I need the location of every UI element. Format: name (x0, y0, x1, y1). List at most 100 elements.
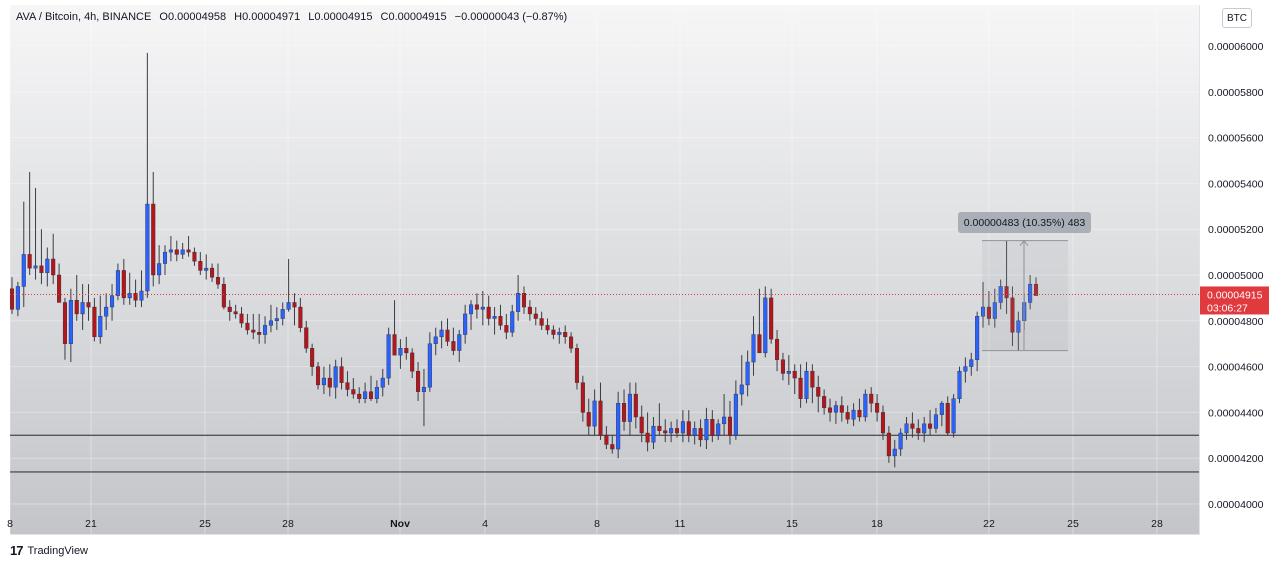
candle (233, 304, 238, 319)
candle-body (445, 329, 450, 342)
candle-body (345, 382, 350, 390)
time-tick-label: 8 (7, 518, 13, 530)
candle (1016, 311, 1021, 351)
candle (368, 375, 374, 401)
candle-body (9, 288, 15, 310)
price-axis[interactable]: 0.00004000 0.00004200 0.00004400 0.00004600… (1200, 0, 1280, 534)
currency-button[interactable]: BTC (1222, 8, 1252, 28)
candle-body (563, 332, 568, 338)
candle (951, 394, 956, 438)
candle-body (521, 293, 527, 308)
candle-body (698, 428, 703, 441)
candle (392, 300, 397, 356)
candle (892, 439, 897, 468)
candle-body (804, 370, 809, 399)
measure-tool[interactable]: 0.00000483 (10.35%) 483 (958, 212, 1091, 352)
candle (975, 311, 980, 372)
candle (327, 364, 332, 397)
candle-body (933, 414, 938, 429)
candle-body (851, 409, 856, 420)
candle (910, 412, 915, 438)
candle-body (545, 325, 550, 331)
candle (445, 318, 450, 346)
candle (904, 416, 909, 440)
candle (886, 426, 891, 463)
candle (786, 355, 791, 385)
candle-body (221, 283, 226, 308)
candle-body (810, 370, 815, 388)
candle (239, 307, 244, 328)
measure-area (982, 240, 1068, 351)
candle (62, 297, 67, 360)
candle-body (86, 302, 91, 308)
candle (622, 389, 627, 431)
candle (9, 277, 15, 314)
candle (51, 233, 56, 285)
measure-label: 0.00000483 (10.35%) 483 (964, 217, 1086, 229)
candle-body (975, 316, 980, 360)
candle (969, 352, 974, 376)
candle-body (357, 393, 362, 399)
candle-body (233, 311, 238, 315)
candle (80, 284, 85, 330)
candle (857, 398, 862, 422)
candle (580, 375, 585, 422)
time-tick-label: 18 (871, 518, 883, 530)
candle-body (763, 297, 768, 354)
candle (433, 327, 438, 356)
candle-body (745, 361, 750, 386)
candle-body (274, 318, 279, 322)
candle (210, 263, 215, 282)
candle (510, 304, 515, 337)
candle (304, 320, 309, 353)
symbol-title[interactable]: AVA / Bitcoin, 4h, BINANCE (16, 11, 152, 23)
candle-body (710, 419, 715, 436)
candle-body (57, 274, 62, 303)
time-tick-label: 15 (786, 518, 798, 530)
candle (74, 275, 79, 321)
candle-body (263, 325, 268, 335)
candle (616, 391, 621, 459)
candle (416, 362, 421, 401)
time-axis[interactable]: 8 21 25 28 Nov 4 8 11 15 18 22 25 28 (0, 518, 1280, 539)
candle-body (739, 384, 744, 395)
candle (875, 394, 880, 422)
candle-body (162, 251, 168, 264)
candle-body (215, 277, 221, 285)
candle (592, 389, 597, 436)
candle (21, 201, 26, 308)
candle-body (192, 251, 197, 262)
tradingview-logo[interactable]: 17 TradingView (10, 543, 88, 558)
candle (374, 380, 379, 404)
candle (539, 311, 544, 330)
candle (57, 263, 62, 303)
candle-body (886, 432, 891, 457)
candle (663, 419, 668, 443)
candle (474, 293, 479, 319)
candle-body (663, 430, 668, 434)
candle-body (928, 423, 933, 429)
candle-body (327, 377, 332, 388)
candle (157, 245, 162, 285)
candle-body (451, 341, 456, 351)
time-tick-label: Nov (390, 518, 410, 530)
candle (215, 263, 221, 289)
candle-body (757, 334, 762, 354)
candle-body (45, 258, 50, 273)
candle-body (251, 329, 256, 333)
candle (251, 313, 256, 340)
time-tick-label: 4 (482, 518, 488, 530)
candle (645, 412, 650, 452)
candle-body (869, 393, 874, 404)
candle (186, 236, 191, 257)
candle-body (910, 423, 915, 429)
candle (363, 382, 368, 404)
candle (486, 295, 491, 326)
candle (739, 355, 744, 406)
candle (268, 304, 273, 333)
candle-body (268, 320, 273, 326)
candle-body (680, 421, 685, 434)
candle (533, 307, 538, 326)
